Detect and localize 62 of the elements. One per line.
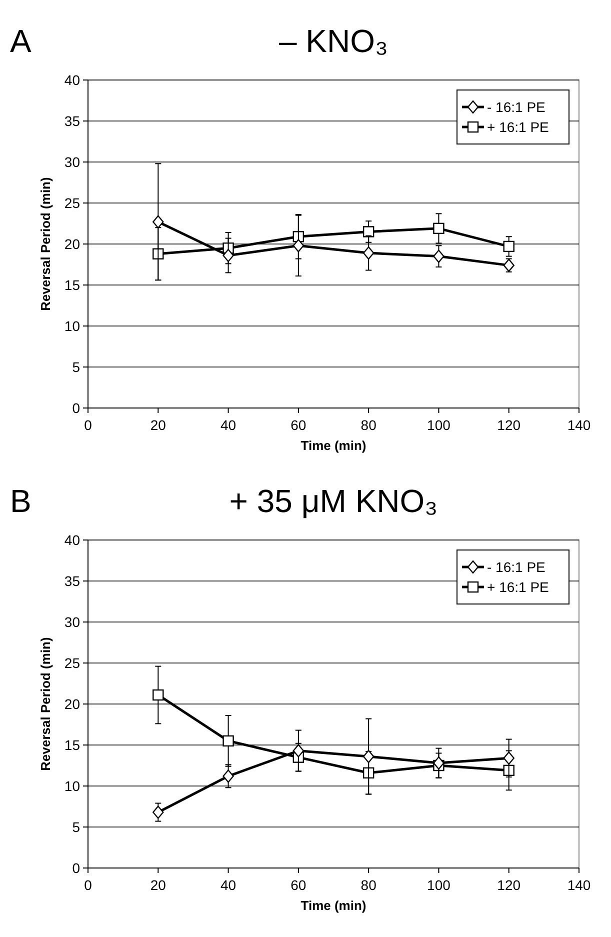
x-tick-label: 60 <box>290 417 306 433</box>
x-tick-label: 40 <box>220 417 236 433</box>
y-tick-label: 5 <box>72 818 80 835</box>
x-tick-label: 20 <box>150 417 166 433</box>
legend-label: + 16:1 PE <box>487 578 549 595</box>
x-axis-title: Time (min) <box>300 438 366 453</box>
point <box>222 735 234 746</box>
y-tick-label: 40 <box>64 532 80 548</box>
x-tick-label: 120 <box>497 877 521 893</box>
x-tick-label: 140 <box>567 877 591 893</box>
y-tick-label: 30 <box>64 154 80 170</box>
x-tick-label: 60 <box>290 877 306 893</box>
y-axis-title: Reversal Period (min) <box>38 177 53 311</box>
legend-label: - 16:1 PE <box>487 98 546 115</box>
x-tick-label: 80 <box>360 417 377 433</box>
y-tick-label: 15 <box>64 276 80 293</box>
point <box>433 250 444 263</box>
x-tick-label: 0 <box>84 417 92 433</box>
chart-title: + 35 μM KNO₃ <box>229 483 438 519</box>
point <box>152 215 164 228</box>
y-tick-label: 5 <box>72 358 80 375</box>
point <box>152 248 164 260</box>
point <box>292 239 304 252</box>
y-axis-title: Reversal Period (min) <box>38 637 53 771</box>
point <box>222 248 234 262</box>
y-tick-label: 15 <box>64 736 80 753</box>
x-tick-label: 0 <box>84 877 92 893</box>
y-tick-label: 0 <box>72 860 80 876</box>
point <box>433 222 444 234</box>
point <box>222 770 234 783</box>
x-axis-title: Time (min) <box>300 898 366 913</box>
y-tick-label: 10 <box>64 778 80 794</box>
point <box>503 240 514 252</box>
point <box>362 246 374 260</box>
legend-label: + 16:1 PE <box>487 118 549 135</box>
text: A <box>10 23 32 59</box>
y-tick-label: 35 <box>64 112 80 129</box>
y-tick-label: 10 <box>64 318 80 334</box>
point <box>503 752 514 765</box>
legend-label: - 16:1 PE <box>487 558 546 575</box>
x-tick-label: 120 <box>497 417 521 433</box>
point <box>362 750 374 764</box>
y-tick-label: 40 <box>64 72 80 88</box>
x-tick-label: 20 <box>150 877 166 893</box>
x-tick-label: 100 <box>427 877 451 893</box>
point <box>292 744 304 758</box>
y-tick-label: 25 <box>64 194 80 211</box>
point <box>152 806 164 819</box>
point <box>433 756 444 770</box>
point <box>152 689 164 701</box>
x-tick-label: 140 <box>567 417 591 433</box>
x-tick-label: 100 <box>427 417 451 433</box>
chart-title: – KNO₃ <box>278 23 388 59</box>
y-tick-label: 0 <box>72 400 80 416</box>
y-tick-label: 20 <box>64 236 80 252</box>
y-tick-label: 25 <box>64 654 80 671</box>
x-tick-label: 80 <box>360 877 377 893</box>
text: B <box>10 483 32 519</box>
y-tick-label: 35 <box>64 572 80 589</box>
y-tick-label: 20 <box>64 696 80 712</box>
x-tick-label: 40 <box>220 877 236 893</box>
y-tick-label: 30 <box>64 614 80 630</box>
